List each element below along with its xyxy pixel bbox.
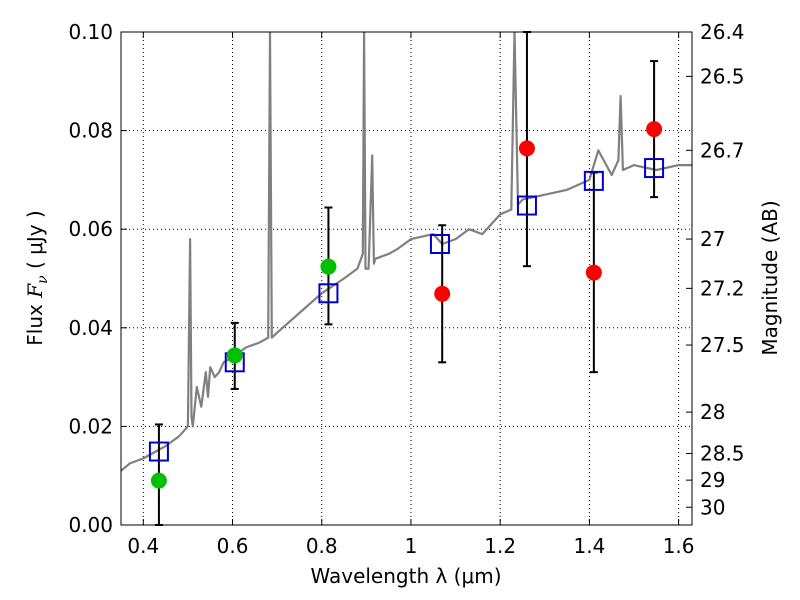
detection-point (150, 472, 167, 489)
y2-tick-label: 27 (700, 227, 725, 251)
y-tick-label: 0.00 (68, 513, 113, 537)
tick-labels: 0.4 0.6 0.8 1 1.2 1.4 1.6 0.00 0.02 0.04 0.06 0.08 0… (68, 20, 744, 558)
x-tick-label: 0.6 (217, 534, 249, 558)
x-tick-label: 1.4 (573, 534, 605, 558)
x-tick-label: 1.2 (484, 534, 516, 558)
model-spectrum-line (121, 32, 692, 472)
y2-tick-label: 30 (700, 495, 725, 519)
detection-point (226, 347, 243, 364)
y-tick-label: 0.02 (68, 414, 113, 438)
model-broadband-square (644, 158, 665, 179)
y2-axis-title: Magnitude (AB) (758, 200, 782, 355)
grid (121, 31, 692, 526)
y2-tick-label: 26.4 (700, 20, 745, 44)
model-broadband-square (429, 233, 450, 254)
y2-tick-label: 27.5 (700, 333, 745, 357)
model-broadband-square (583, 170, 604, 191)
y2-tick-label: 27.2 (700, 276, 745, 300)
upper-limit-point (585, 264, 602, 281)
y2-tick-label: 28.5 (700, 442, 745, 466)
data-marks (148, 31, 665, 526)
x-tick-label: 1.6 (663, 534, 695, 558)
upper-limit-point (518, 140, 535, 157)
y-tick-label: 0.08 (68, 119, 113, 143)
y-axis-title: Flux Fν ( μJy ) (23, 210, 51, 345)
y2-tick-label: 26.7 (700, 138, 745, 162)
model-broadband-square (516, 195, 537, 216)
detection-point (320, 258, 337, 275)
model-broadband-square (318, 283, 339, 304)
plot-frame (120, 31, 693, 526)
y-tick-label: 0.04 (68, 316, 113, 340)
x-tick-label: 1 (405, 534, 418, 558)
y2-tick-label: 26.5 (700, 64, 745, 88)
upper-limit-point (646, 121, 663, 138)
plot-area (121, 32, 692, 472)
x-tick-label: 0.4 (127, 534, 159, 558)
y2-tick-label: 29 (700, 468, 725, 492)
x-axis-title: Wavelength λ (μm) (310, 564, 501, 588)
axis-ticks (121, 31, 692, 526)
model-broadband-square (148, 441, 169, 462)
x-tick-label: 0.8 (306, 534, 338, 558)
y-tick-label: 0.10 (68, 20, 113, 44)
upper-limit-point (434, 285, 451, 302)
y-tick-label: 0.06 (68, 217, 113, 241)
y2-tick-label: 28 (700, 400, 725, 424)
